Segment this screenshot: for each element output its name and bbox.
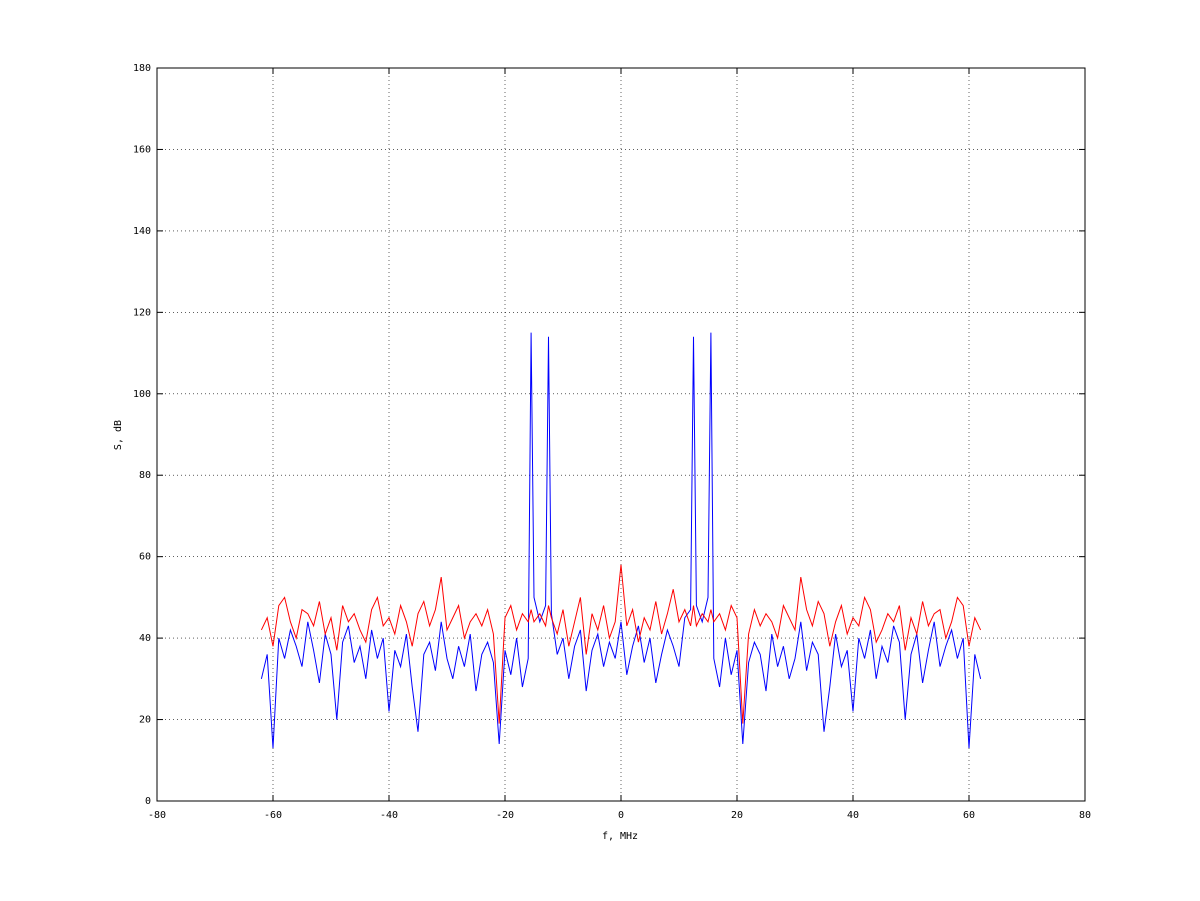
x-tick-label: -60: [264, 810, 282, 821]
y-tick-label: 140: [133, 226, 151, 237]
x-tick-label: 20: [731, 810, 743, 821]
x-tick-label: 0: [618, 810, 624, 821]
series-line: [260, 332, 982, 749]
x-axis-label: f, MHz: [602, 831, 638, 842]
x-tick-label: 60: [963, 810, 975, 821]
x-tick-label: -80: [148, 810, 166, 821]
y-tick-label: 0: [145, 796, 151, 807]
plot-frame: [156, 67, 1086, 802]
y-tick-label: 180: [133, 63, 151, 74]
y-tick-label: 40: [139, 633, 151, 644]
y-tick-label: 60: [139, 552, 151, 563]
y-tick-label: 80: [139, 470, 151, 481]
series-line: [260, 564, 982, 724]
y-tick-label: 120: [133, 307, 151, 318]
x-tick-label: 80: [1079, 810, 1091, 821]
y-axis-label: S, dB: [113, 420, 124, 450]
y-tick-label: 20: [139, 715, 151, 726]
x-tick-label: -40: [380, 810, 398, 821]
x-tick-label: 40: [847, 810, 859, 821]
x-tick-label: -20: [496, 810, 514, 821]
y-tick-label: 100: [133, 389, 151, 400]
y-tick-label: 160: [133, 144, 151, 155]
